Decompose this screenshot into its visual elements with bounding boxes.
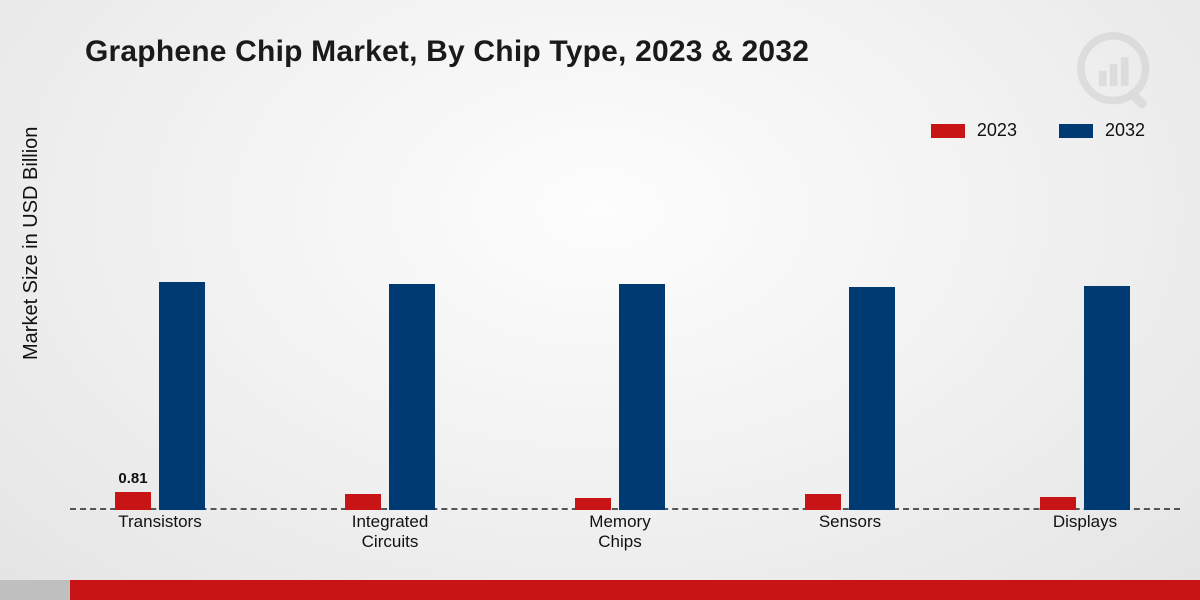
legend: 2023 2032 bbox=[931, 120, 1145, 141]
footer-stripe bbox=[0, 580, 1200, 600]
x-axis-category-label: Sensors bbox=[780, 512, 920, 532]
chart-title: Graphene Chip Market, By Chip Type, 2023… bbox=[85, 35, 809, 69]
bar-2032 bbox=[389, 284, 435, 510]
x-axis-category-label: Transistors bbox=[90, 512, 230, 532]
bar-group bbox=[780, 287, 920, 510]
bar-2023 bbox=[345, 494, 381, 510]
x-axis-category-label: Integrated Circuits bbox=[320, 512, 460, 551]
bar-2023: 0.81 bbox=[115, 492, 151, 510]
legend-item-2032: 2032 bbox=[1059, 120, 1145, 141]
plot-area: 0.81 bbox=[70, 175, 1180, 510]
legend-item-2023: 2023 bbox=[931, 120, 1017, 141]
legend-swatch-2023 bbox=[931, 124, 965, 138]
bar-2032 bbox=[159, 282, 205, 510]
bar-group bbox=[320, 284, 460, 510]
x-axis-category-label: Displays bbox=[1015, 512, 1155, 532]
bar-2023 bbox=[575, 498, 611, 510]
legend-label-2023: 2023 bbox=[977, 120, 1017, 141]
footer-stripe-gray bbox=[0, 580, 70, 600]
bar-group bbox=[1015, 286, 1155, 510]
bar-2023 bbox=[1040, 497, 1076, 510]
legend-swatch-2032 bbox=[1059, 124, 1093, 138]
chart-page: Graphene Chip Market, By Chip Type, 2023… bbox=[0, 0, 1200, 600]
x-axis-category-label: Memory Chips bbox=[550, 512, 690, 551]
legend-label-2032: 2032 bbox=[1105, 120, 1145, 141]
bar-value-label: 0.81 bbox=[118, 470, 147, 487]
bar-group: 0.81 bbox=[90, 282, 230, 510]
bar-2032 bbox=[1084, 286, 1130, 510]
bar-2023 bbox=[805, 494, 841, 510]
watermark-logo-icon bbox=[1075, 30, 1160, 115]
footer-stripe-red bbox=[70, 580, 1200, 600]
x-axis-labels: Transistors Integrated Circuits Memory Chi… bbox=[70, 512, 1180, 557]
bar-group bbox=[550, 284, 690, 510]
bar-2032 bbox=[619, 284, 665, 510]
bar-2032 bbox=[849, 287, 895, 510]
y-axis-label: Market Size in USD Billion bbox=[20, 127, 43, 360]
